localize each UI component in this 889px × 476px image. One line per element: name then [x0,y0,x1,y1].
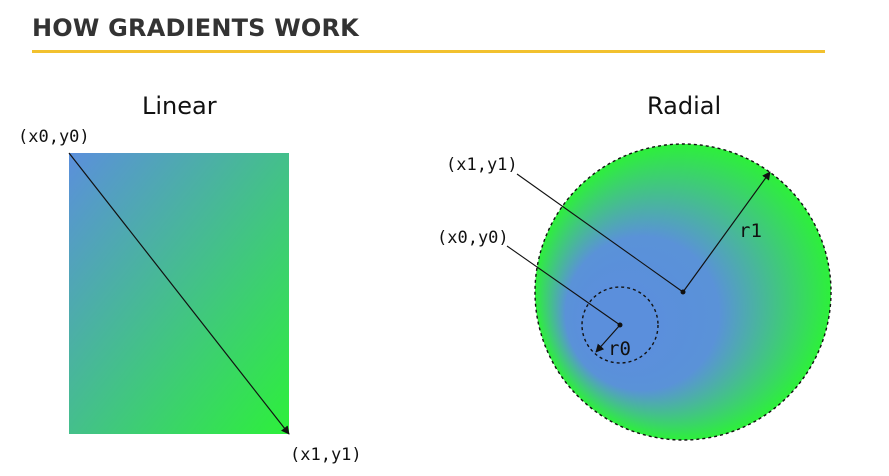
linear-start-label: (x0,y0) [18,127,90,147]
radial-inner-circle [581,286,659,364]
radial-inner-radius-label: r0 [608,338,631,360]
inner-radius-arrow [595,324,621,353]
linear-direction-arrow [68,152,290,435]
radial-inner-center-label: (x0,y0) [437,228,509,248]
radial-panel-title: Radial [647,92,722,120]
linear-end-label: (x1,y1) [290,445,362,465]
inner-center-leader [506,245,621,326]
outer-center-leader [516,173,684,293]
outer-radius-arrow [682,171,771,293]
title-divider [32,50,825,53]
page-title: HOW GRADIENTS WORK [32,14,359,42]
radial-outer-radius-label: r1 [739,220,762,242]
linear-panel-title: Linear [142,92,217,120]
radial-outer-center-label: (x1,y1) [446,155,518,175]
